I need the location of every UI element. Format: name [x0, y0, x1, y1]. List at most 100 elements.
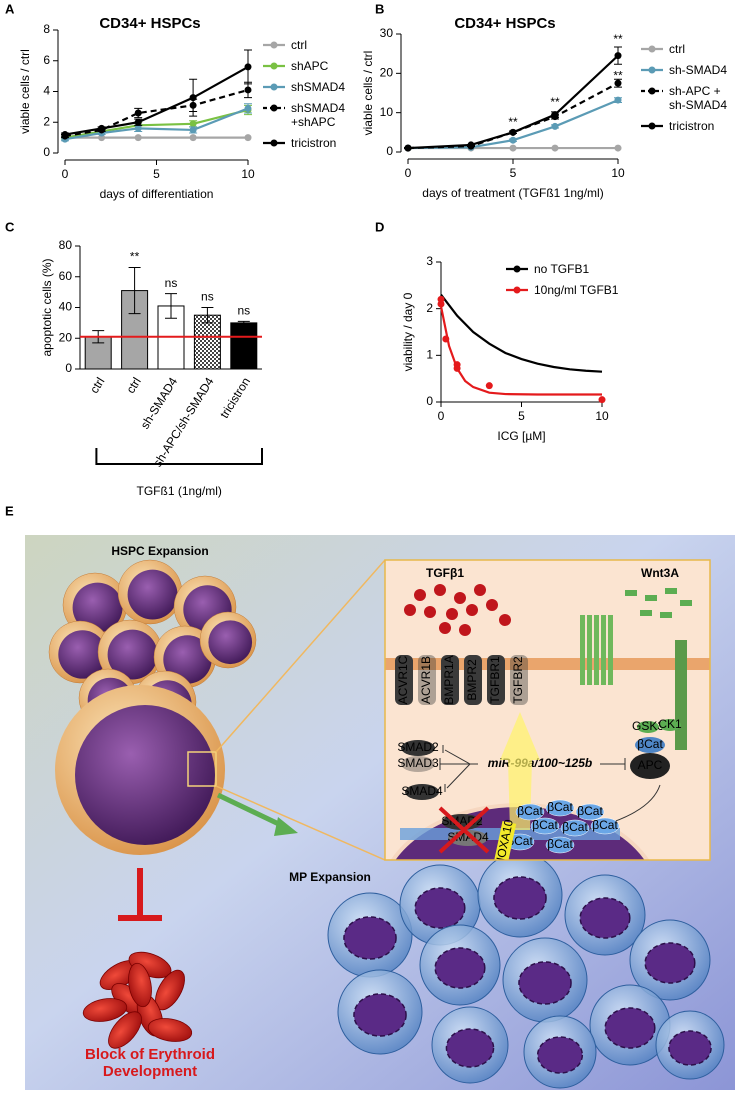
receptor	[395, 655, 413, 705]
legend-swatch	[641, 87, 663, 95]
significance-label: **	[613, 68, 623, 82]
data-point	[467, 141, 475, 149]
legend-item: shSMAD4 +shAPC	[262, 101, 367, 129]
data-point	[509, 144, 517, 152]
significance-label: **	[508, 115, 518, 129]
apc-label: APC	[638, 758, 663, 772]
x-tick-label: 5	[153, 167, 160, 181]
bar	[121, 290, 149, 370]
y-tick-label: 1	[426, 348, 433, 362]
frizzled	[580, 615, 585, 685]
legend: no TGFB1 10ng/ml TGFB1	[505, 262, 645, 304]
legend-dot	[513, 265, 521, 273]
legend-item: ctrl	[640, 42, 740, 56]
legend-swatch	[263, 41, 285, 49]
significance-label: ns	[237, 304, 250, 318]
data-point	[244, 134, 252, 142]
pathway-inset: TGFβ1 Wnt3A ACVR1C ACVR1B BMPR1A BMPR2 TGFBR1 T…	[385, 560, 710, 860]
mp-nucleus	[644, 942, 696, 984]
tgf-label: TGFβ1	[426, 566, 464, 580]
receptor-label: TGFBR1	[488, 656, 502, 704]
legend-label: ctrl	[291, 38, 307, 52]
data-point	[551, 122, 559, 130]
legend-item: tricistron	[262, 136, 367, 150]
wnt-ligand	[660, 612, 672, 618]
smad	[401, 756, 435, 772]
bcat-label: βCat	[547, 800, 573, 814]
legend-dot	[648, 66, 656, 74]
series-line	[440, 293, 603, 373]
smad-label: SMAD3	[397, 756, 439, 770]
legend-dot	[270, 83, 278, 91]
hspc-nucleus	[163, 635, 212, 684]
legend-label: 10ng/ml TGFB1	[534, 283, 619, 297]
y-tick-label: 3	[426, 254, 433, 268]
y-axis-label: viability / day 0	[401, 292, 415, 371]
receptor-label: ACVR1C	[396, 655, 410, 704]
panel-letter: C	[5, 219, 15, 234]
data-point	[437, 300, 445, 308]
legend-dot	[648, 45, 656, 53]
y-tick-label: 6	[43, 53, 50, 67]
yellow-arrow	[500, 712, 540, 830]
hox-gene	[493, 821, 517, 860]
series-line	[439, 306, 602, 396]
legend-item: ctrl	[262, 38, 367, 52]
data-point	[614, 144, 622, 152]
chart-title: CD34+ HSPCs	[454, 15, 555, 32]
legend-label: shSMAD4 +shAPC	[291, 101, 346, 129]
data-point	[404, 144, 412, 152]
legend: ctrl sh-SMAD4 sh-APC + sh-SMAD4 tricistron	[640, 42, 740, 140]
x-tick-label: 0	[405, 166, 412, 180]
legend-swatch	[641, 45, 663, 53]
lrp	[675, 640, 687, 750]
legend-swatch	[263, 83, 285, 91]
legend-swatch	[506, 265, 528, 273]
frizzled	[594, 615, 599, 685]
bracket	[95, 448, 263, 465]
mp-arrow	[216, 792, 287, 830]
y-tick-label: 0	[386, 144, 393, 158]
mp-nucleus	[414, 887, 466, 929]
data-point	[598, 396, 606, 404]
frizzled	[587, 615, 592, 685]
legend-label: sh-APC + sh-SMAD4	[669, 84, 728, 112]
hspc-nucleus	[58, 630, 107, 679]
panel-letter: E	[5, 503, 14, 518]
receptor-label: BMPR1A	[442, 655, 456, 704]
data-point	[134, 124, 142, 132]
hspc-nucleus	[208, 620, 253, 665]
receptor	[487, 655, 505, 705]
bcat-label: βCat	[562, 820, 588, 834]
chart-title: CD34+ HSPCs	[99, 15, 200, 32]
bcat-label: βCat	[507, 834, 533, 848]
frizzled	[608, 615, 613, 685]
legend-dot	[270, 62, 278, 70]
y-tick-label: 40	[59, 300, 73, 314]
inset-border	[384, 559, 711, 861]
x-tick-label: 0	[62, 167, 69, 181]
x-tick-label: tricistron	[217, 375, 253, 421]
smad	[401, 740, 435, 756]
mp-nucleus	[536, 1036, 584, 1074]
data-point	[453, 364, 461, 372]
red-blood-cell	[128, 962, 152, 1008]
x-tick-label: 5	[510, 166, 517, 180]
data-point	[551, 111, 559, 119]
significance-label: **	[130, 250, 140, 264]
hspc-nucleus	[72, 582, 123, 633]
mp-nucleus	[434, 947, 486, 989]
legend-label: no TGFB1	[534, 262, 590, 276]
series-line	[64, 88, 249, 138]
y-tick-label: 80	[59, 238, 73, 252]
y-axis-label: viable cells / ctrl	[361, 51, 375, 136]
data-point	[614, 79, 622, 87]
legend-swatch	[641, 122, 663, 130]
legend-item: sh-APC + sh-SMAD4	[640, 84, 740, 112]
data-point	[614, 96, 622, 104]
wnt-ligand	[680, 600, 692, 606]
data-point	[509, 136, 517, 144]
y-axis-label: viable cells / ctrl	[18, 49, 32, 134]
tgf-ligand	[439, 622, 451, 634]
nuclear-bcat	[590, 817, 620, 835]
